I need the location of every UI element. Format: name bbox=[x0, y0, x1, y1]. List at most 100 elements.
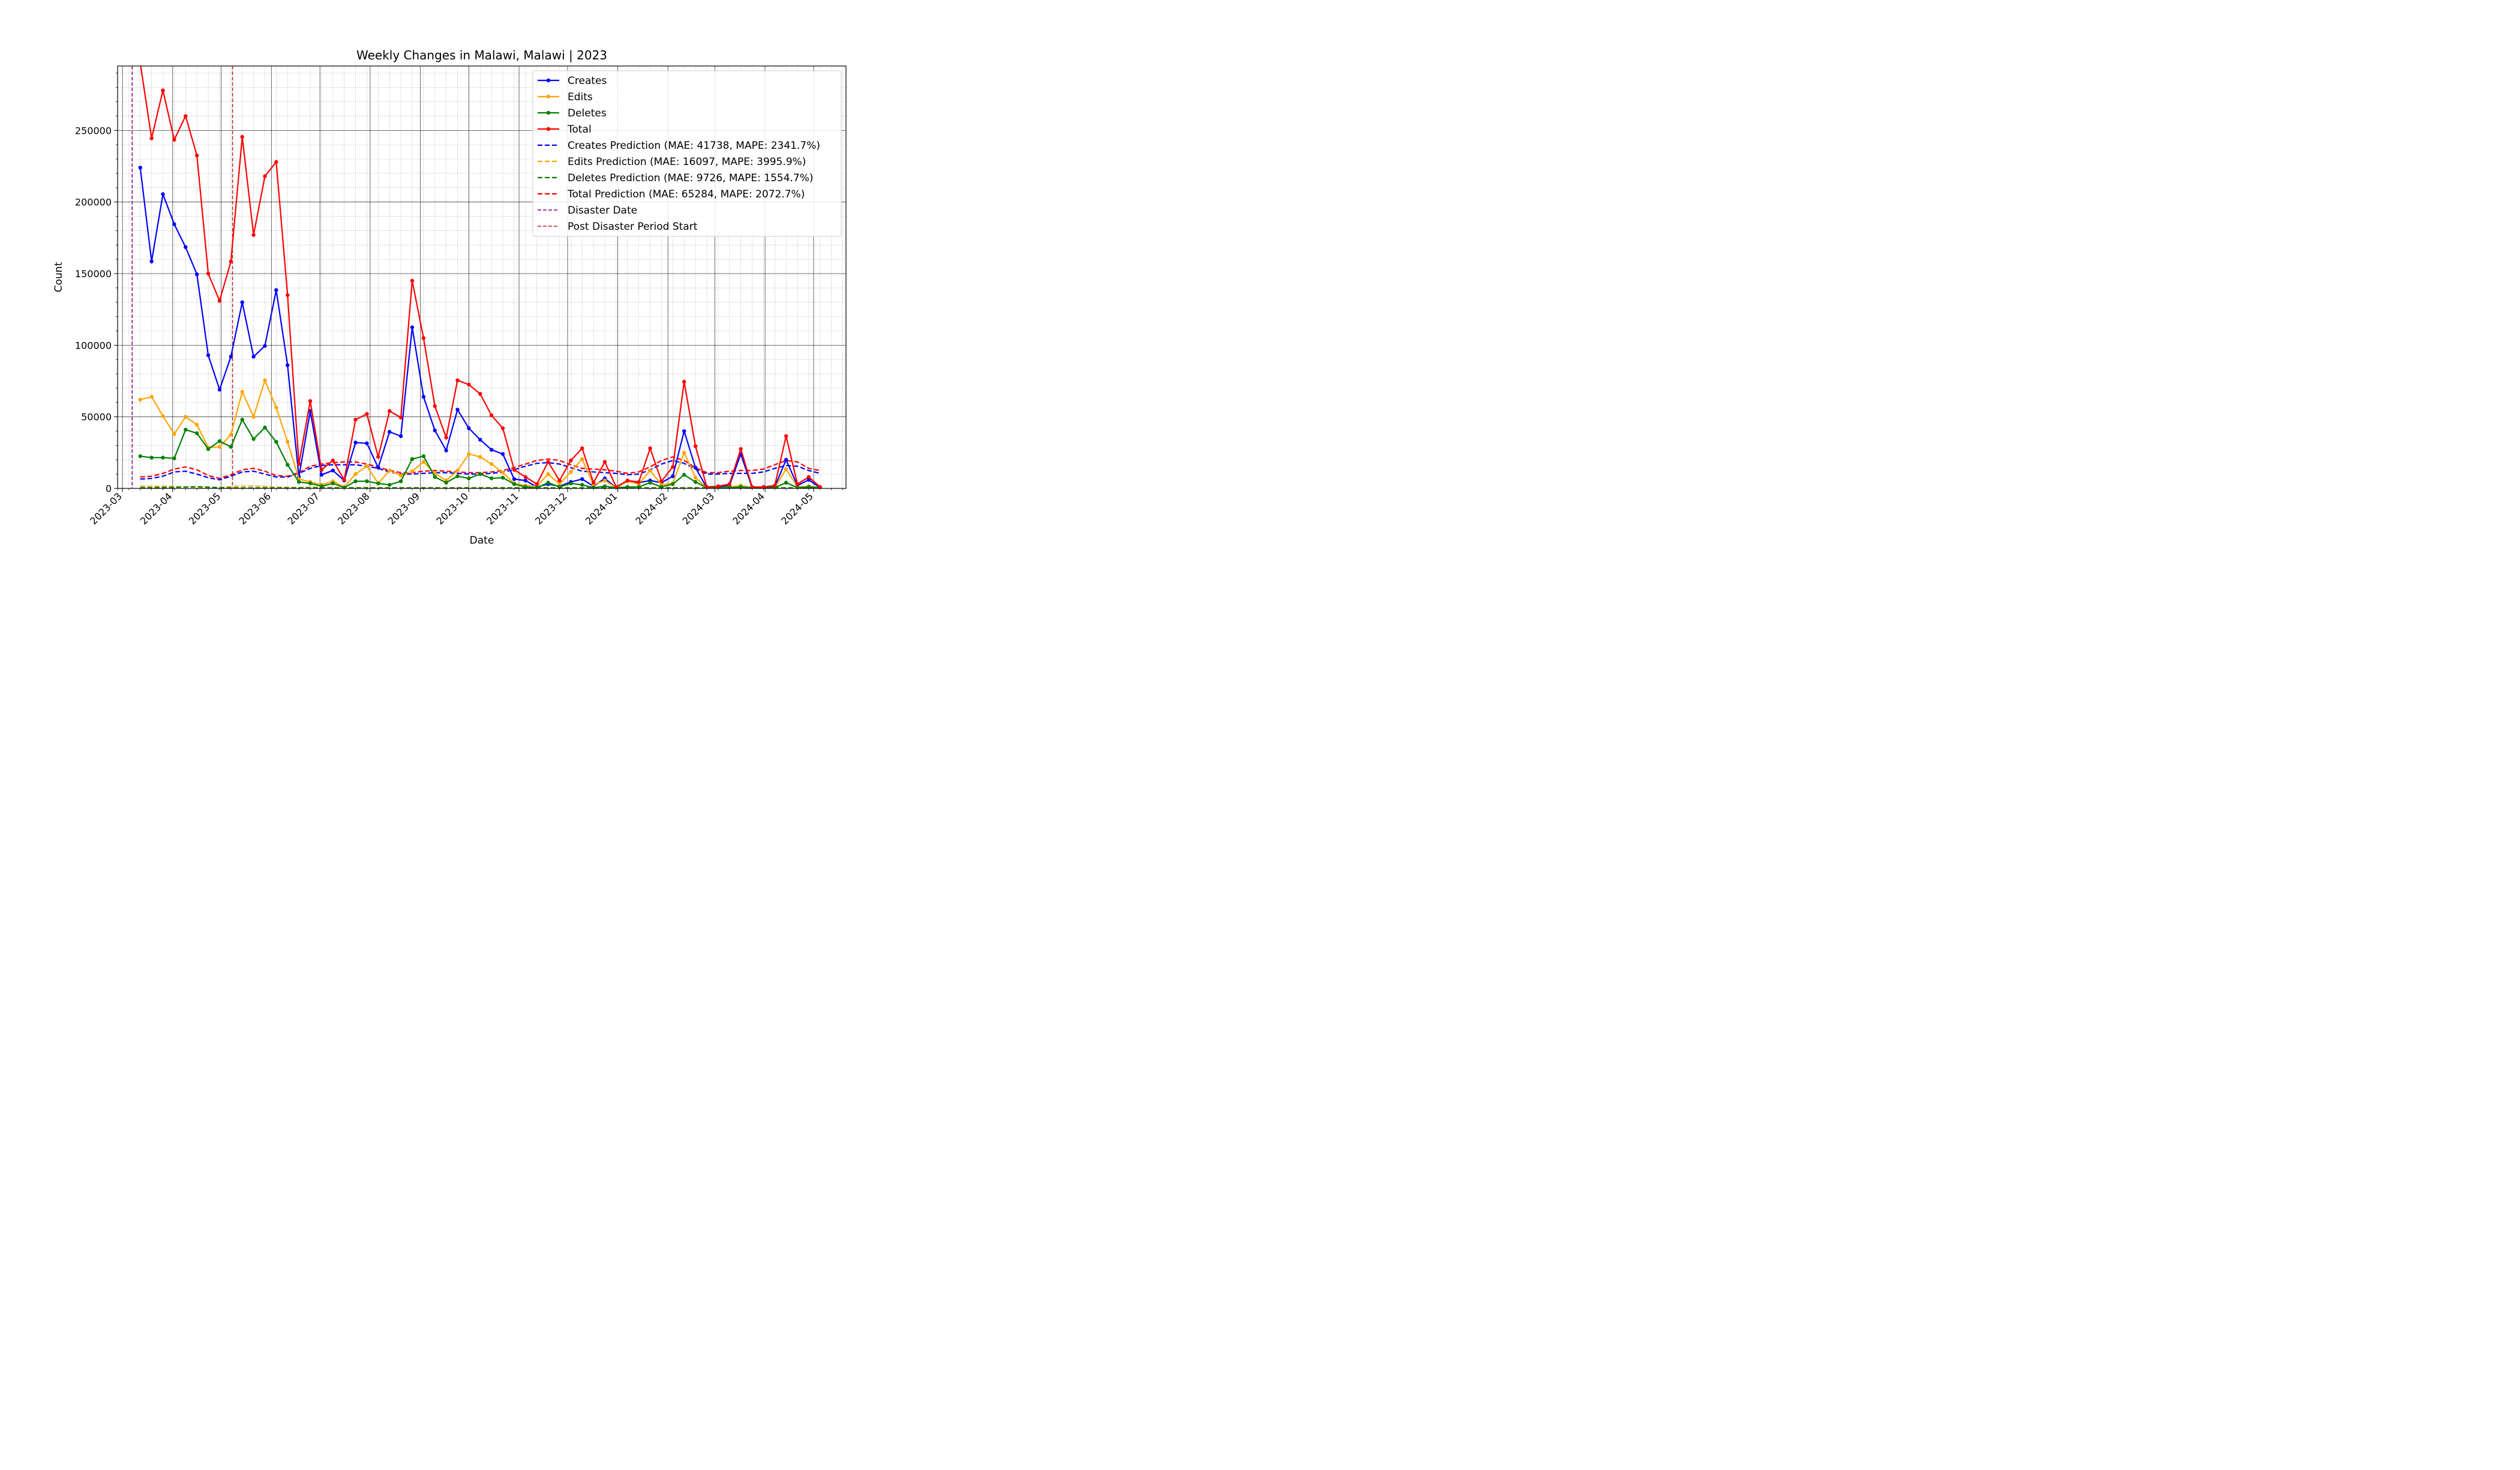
legend-marker-edits bbox=[546, 94, 551, 99]
total-point bbox=[206, 271, 211, 276]
total-point bbox=[331, 458, 335, 463]
edits-point bbox=[365, 464, 369, 469]
creates-point bbox=[682, 429, 686, 433]
total-point bbox=[648, 446, 652, 451]
y-axis-ticks: 0 50000 100000 150000 200000 250000 bbox=[75, 73, 118, 494]
total-point bbox=[569, 458, 573, 463]
y-tick-label: 0 bbox=[106, 483, 112, 494]
deletes-point bbox=[455, 474, 460, 478]
series-layer bbox=[138, 66, 823, 488]
deletes-point bbox=[671, 482, 675, 487]
total-point bbox=[682, 380, 686, 384]
total-point bbox=[455, 378, 460, 383]
total-point bbox=[591, 481, 596, 485]
deletes-point bbox=[569, 481, 573, 485]
total-point bbox=[659, 479, 664, 484]
creates-point bbox=[172, 222, 176, 226]
total-point bbox=[546, 460, 550, 464]
creates-point bbox=[286, 363, 290, 367]
x-axis-label: Date bbox=[470, 535, 494, 546]
deletes-point bbox=[682, 473, 686, 477]
edits-point bbox=[229, 433, 233, 437]
legend-label-post-disaster-period-start: Post Disaster Period Start bbox=[568, 221, 698, 233]
total-point bbox=[410, 278, 415, 283]
creates-point bbox=[806, 478, 811, 482]
edits-point bbox=[138, 397, 142, 402]
edits-point bbox=[489, 462, 494, 466]
total-point bbox=[535, 482, 539, 487]
y-axis-label: Count bbox=[53, 262, 65, 292]
total-point bbox=[342, 478, 346, 482]
creates-point bbox=[693, 466, 698, 470]
creates-point bbox=[671, 474, 675, 478]
creates-point bbox=[433, 428, 437, 433]
deletes-point bbox=[296, 480, 301, 484]
edits-point bbox=[274, 405, 278, 410]
deletes-point bbox=[217, 439, 222, 443]
edits-point bbox=[388, 468, 392, 473]
creates-point bbox=[444, 448, 448, 452]
deletes-point bbox=[659, 485, 664, 488]
creates-point bbox=[217, 388, 222, 392]
deletes-point bbox=[478, 472, 482, 476]
total-point bbox=[365, 412, 369, 416]
edits-point bbox=[217, 445, 222, 449]
creates-point bbox=[206, 353, 211, 358]
deletes-point bbox=[388, 482, 392, 487]
total-point bbox=[500, 426, 505, 430]
edits-point bbox=[286, 440, 290, 444]
deletes-point bbox=[433, 475, 437, 479]
edits-point bbox=[353, 472, 358, 476]
total-series bbox=[140, 66, 823, 488]
total-point bbox=[512, 467, 517, 472]
total-point bbox=[716, 484, 721, 488]
total-point bbox=[433, 404, 437, 408]
edits-point bbox=[240, 389, 244, 394]
total-point bbox=[704, 485, 709, 488]
edits-point bbox=[648, 468, 652, 473]
deletes-point bbox=[274, 440, 278, 444]
edits-point bbox=[172, 432, 176, 436]
edits-point bbox=[161, 414, 165, 418]
edits-point bbox=[602, 478, 607, 483]
deletes-point bbox=[625, 485, 629, 488]
total-point bbox=[806, 475, 811, 479]
creates-point bbox=[398, 434, 403, 439]
deletes-point bbox=[263, 425, 267, 430]
edits-point bbox=[398, 473, 403, 478]
total-point bbox=[489, 413, 494, 418]
total-point bbox=[286, 293, 290, 298]
deletes-point bbox=[229, 445, 233, 449]
total-point bbox=[388, 409, 392, 413]
legend-label-edits-prediction: Edits Prediction (MAE: 16097, MAPE: 3995… bbox=[568, 156, 806, 168]
y-tick-label: 150000 bbox=[75, 268, 112, 280]
creates-point bbox=[251, 355, 256, 359]
creates-point bbox=[274, 288, 278, 292]
creates-point bbox=[410, 325, 415, 329]
total-point bbox=[161, 88, 165, 92]
deletes-point bbox=[286, 463, 290, 467]
creates-point bbox=[184, 245, 188, 250]
total-point bbox=[478, 392, 482, 396]
deletes-point bbox=[806, 485, 811, 488]
edits-point bbox=[784, 467, 788, 471]
deletes-point bbox=[637, 485, 641, 488]
deletes-point bbox=[161, 455, 165, 460]
creates-point bbox=[365, 441, 369, 446]
creates-point bbox=[500, 452, 505, 456]
deletes-point bbox=[500, 475, 505, 480]
deletes-point bbox=[149, 455, 154, 460]
edits-point bbox=[580, 457, 584, 461]
creates-point bbox=[478, 437, 482, 442]
deletes-point bbox=[602, 484, 607, 488]
edits-point bbox=[410, 469, 415, 473]
legend-label-total-prediction: Total Prediction (MAE: 65284, MAPE: 2072… bbox=[567, 188, 805, 200]
creates-point bbox=[161, 192, 165, 196]
deletes-point bbox=[319, 484, 324, 488]
deletes-point bbox=[648, 481, 652, 485]
total-point bbox=[784, 434, 788, 439]
deletes-point bbox=[512, 482, 517, 487]
deletes-point bbox=[365, 479, 369, 484]
total-point bbox=[172, 137, 176, 142]
total-point bbox=[296, 462, 301, 466]
